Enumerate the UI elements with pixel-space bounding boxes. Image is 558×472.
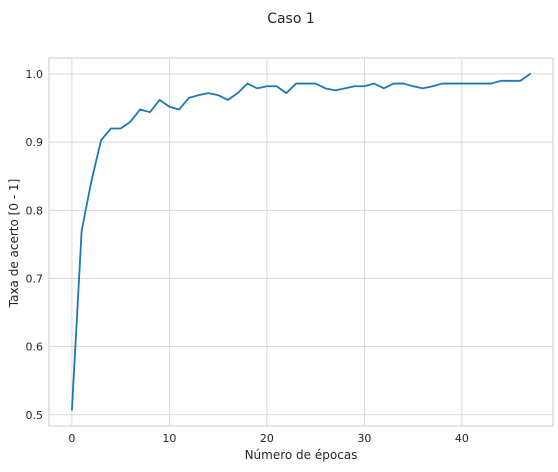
y-tick-label: 0.5 <box>26 409 44 422</box>
y-axis-ticks: 0.5 0.6 0.7 0.8 0.9 1.0 <box>26 68 44 422</box>
series-line-layer <box>71 73 531 411</box>
y-tick-label: 0.9 <box>26 136 44 149</box>
x-axis-label: Número de épocas <box>245 448 358 462</box>
y-tick-label: 0.6 <box>26 341 44 354</box>
x-axis-ticks: 0 10 20 30 40 <box>68 432 468 445</box>
plot-area <box>48 57 554 427</box>
y-tick-label: 0.8 <box>26 204 44 217</box>
x-tick-label: 30 <box>357 432 371 445</box>
x-tick-label: 10 <box>162 432 176 445</box>
chart-title: Caso 1 <box>267 11 315 27</box>
series-line <box>71 73 531 411</box>
y-tick-label: 1.0 <box>26 68 44 81</box>
x-tick-label: 0 <box>68 432 75 445</box>
grid-lines <box>49 58 553 426</box>
x-tick-label: 20 <box>260 432 274 445</box>
x-tick-label: 40 <box>455 432 469 445</box>
y-axis-label: Taxa de acerto [0 - 1] <box>7 179 21 309</box>
y-tick-label: 0.7 <box>26 272 44 285</box>
